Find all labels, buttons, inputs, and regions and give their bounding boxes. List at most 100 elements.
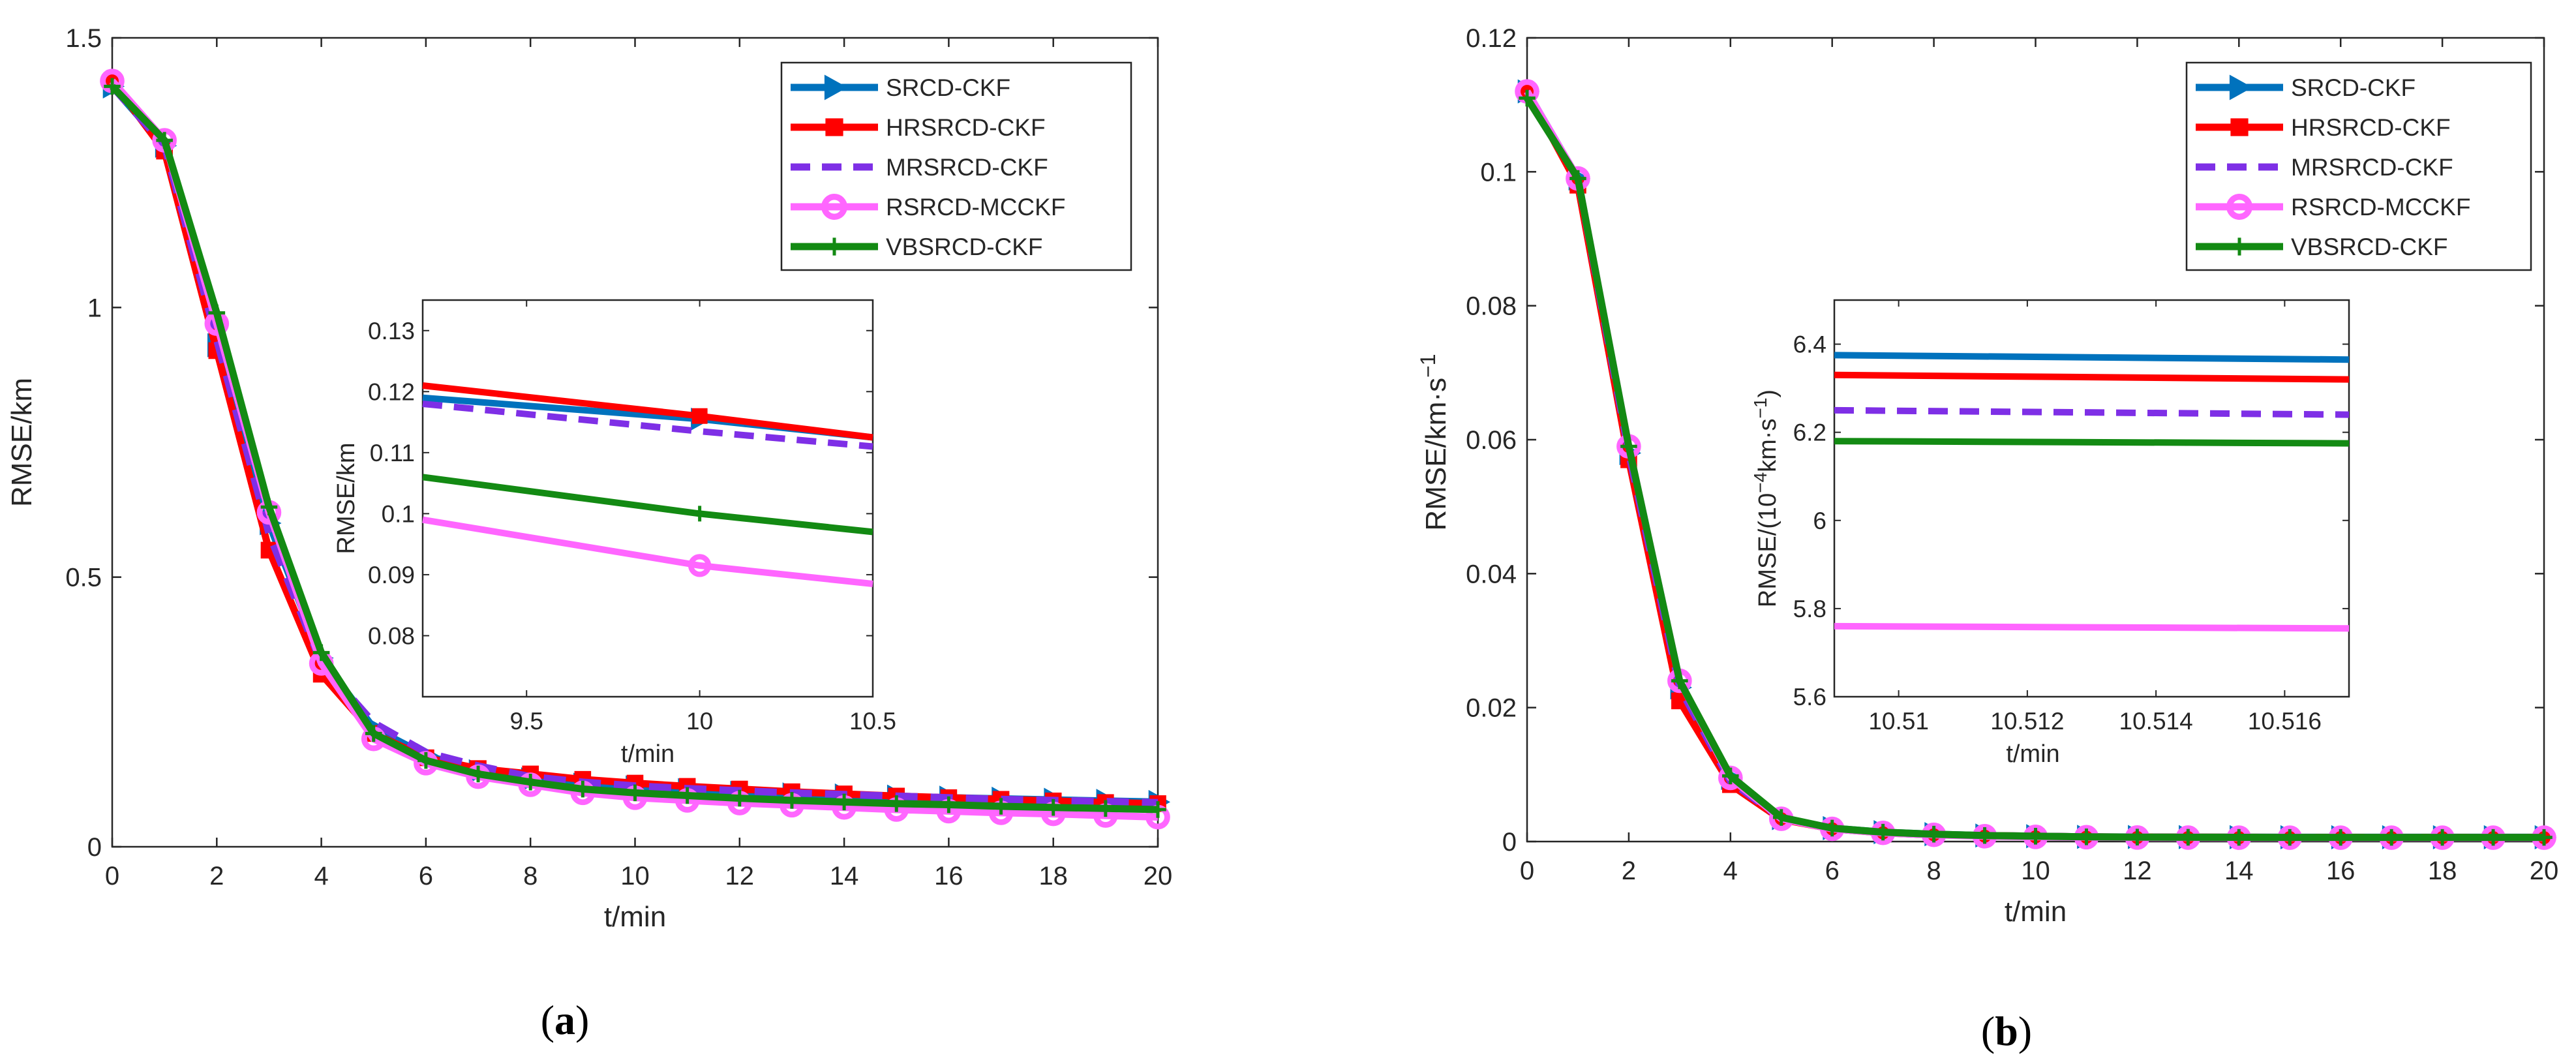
inset-series-line-srcd-ckf xyxy=(1834,352,2350,363)
x-tick-label: 4 xyxy=(314,862,328,890)
inset-series-line-rsrcd-mcckf xyxy=(1834,622,2350,632)
data-point-vbsrcd-ckf xyxy=(1722,767,1739,785)
y-tick-label: 0.12 xyxy=(1466,24,1517,53)
data-point-vbsrcd-ckf xyxy=(888,795,905,812)
legend-label: SRCD-CKF xyxy=(886,74,1010,101)
data-point-vbsrcd-ckf xyxy=(1620,438,1637,455)
data-point-vbsrcd-ckf xyxy=(992,798,1010,815)
inset-data-point-vbsrcd-ckf xyxy=(691,506,708,522)
inset-y-tick-label: 0.13 xyxy=(368,318,415,344)
inset-x-tick-label: 10.51 xyxy=(1868,708,1929,735)
data-point-vbsrcd-ckf xyxy=(731,789,748,807)
legend-label: VBSRCD-CKF xyxy=(2291,234,2448,260)
data-point-vbsrcd-ckf xyxy=(312,644,330,661)
y-tick-label: 0.06 xyxy=(1466,426,1517,455)
y-tick-label: 0.5 xyxy=(65,564,102,592)
data-point-vbsrcd-ckf xyxy=(1149,801,1166,818)
inset-chart: 10.51 10.512 10.514 10.516 5.6 5.8 6 6.2 6.4 t/mi… xyxy=(1750,299,2350,768)
x-tick-label: 8 xyxy=(523,862,538,890)
data-point-vbsrcd-ckf xyxy=(574,780,592,798)
inset-y-tick-label: 5.8 xyxy=(1793,596,1826,622)
legend-marker-vbsrcd-ckf xyxy=(825,237,843,256)
inset-y-axis-label-part: −1 xyxy=(1750,398,1770,419)
x-tick-label: 8 xyxy=(1926,857,1941,885)
panel-b: 0 2 4 6 8 10 12 14 16 18 20 0 0.02 0.04 0.06 0.08 0.1 0.1… xyxy=(1416,24,2558,928)
inset-plot-area xyxy=(421,299,874,698)
legend-marker-rsrcd-mcckf xyxy=(2226,194,2252,220)
y-tick-label: 0.1 xyxy=(1480,158,1517,187)
legend-label: RSRCD-MCCKF xyxy=(2291,194,2470,220)
data-point-vbsrcd-ckf xyxy=(678,787,696,804)
inset-series-line-vbsrcd-ckf xyxy=(1834,438,2350,447)
legend-marker-vbsrcd-ckf xyxy=(2230,237,2249,256)
data-point-vbsrcd-ckf xyxy=(2332,828,2349,846)
data-point-vbsrcd-ckf xyxy=(104,78,121,95)
data-point-vbsrcd-ckf xyxy=(208,304,226,322)
inset-y-tick-label: 6.2 xyxy=(1793,419,1826,446)
x-tick-label: 12 xyxy=(2123,857,2152,885)
inset-chart: 9.5 10 10.5 0.08 0.09 0.1 0.11 0.12 0.13 t/min RMS… xyxy=(333,299,896,768)
y-tick-label: 1.5 xyxy=(65,24,102,53)
inset-x-tick-label: 10.5 xyxy=(849,708,896,735)
inset-y-tick-label: 0.09 xyxy=(368,562,415,588)
inset-series-line-mrsrcd-ckf xyxy=(1834,406,2350,418)
data-point-vbsrcd-ckf xyxy=(1671,672,1688,690)
y-tick-label: 0 xyxy=(87,833,102,862)
data-point-vbsrcd-ckf xyxy=(2536,828,2553,846)
legend-label: MRSRCD-CKF xyxy=(2291,154,2453,181)
inset-y-tick-label: 6.4 xyxy=(1793,331,1826,358)
x-tick-label: 16 xyxy=(2326,857,2356,885)
data-point-vbsrcd-ckf xyxy=(940,796,958,813)
inset-y-axis-label-part: km·s xyxy=(1754,419,1781,472)
x-tick-label: 2 xyxy=(209,862,224,890)
inset-x-axis-label: t/min xyxy=(2006,740,2059,768)
y-tick-label: 0.08 xyxy=(1466,292,1517,321)
inset-data-point-rsrcd-mcckf xyxy=(688,554,712,577)
x-tick-label: 18 xyxy=(1038,862,1068,890)
inset-x-axis-label: t/min xyxy=(621,740,674,768)
x-tick-label: 4 xyxy=(1723,857,1738,885)
data-point-vbsrcd-ckf xyxy=(836,793,853,811)
inset-y-tick-label: 6 xyxy=(1813,508,1826,534)
data-point-vbsrcd-ckf xyxy=(365,725,382,742)
inset-series-line-hrsrcd-ckf xyxy=(1834,371,2350,383)
y-axis-label: RMSE/km·s−1 xyxy=(1416,354,1452,530)
inset-y-tick-label: 0.1 xyxy=(382,500,415,527)
panel-a-caption: (a) xyxy=(541,997,590,1043)
x-axis-label: t/min xyxy=(2005,896,2067,928)
data-point-vbsrcd-ckf xyxy=(2027,827,2044,845)
inset-x-tick-label: 10.514 xyxy=(2119,708,2193,735)
data-point-vbsrcd-ckf xyxy=(2230,828,2248,846)
legend-marker-hrsrcd-ckf xyxy=(2230,118,2249,136)
data-point-vbsrcd-ckf xyxy=(417,752,434,769)
x-axis-label: t/min xyxy=(604,901,666,933)
data-point-vbsrcd-ckf xyxy=(1097,800,1114,817)
inset-y-tick-label: 0.12 xyxy=(368,378,415,405)
inset-y-axis-label: RMSE/km xyxy=(333,443,360,555)
inset-y-tick-label: 0.11 xyxy=(370,440,415,466)
data-point-vbsrcd-ckf xyxy=(2434,828,2451,846)
legend-label: HRSRCD-CKF xyxy=(2291,114,2451,141)
data-point-vbsrcd-ckf xyxy=(1519,89,1536,107)
data-point-vbsrcd-ckf xyxy=(2078,828,2095,845)
data-point-vbsrcd-ckf xyxy=(2179,828,2197,846)
data-point-vbsrcd-ckf xyxy=(1569,170,1586,187)
inset-x-tick-label: 10.512 xyxy=(1990,708,2064,735)
data-point-vbsrcd-ckf xyxy=(1925,825,1943,843)
legend-marker-rsrcd-mcckf xyxy=(821,194,847,220)
panel-a: 0 2 4 6 8 10 12 14 16 18 20 0 0.5 1 1.5 t/min RMSE/km SRC… xyxy=(6,24,1172,933)
panel-b-caption: (b) xyxy=(1981,1008,2032,1054)
inset-x-tick-label: 9.5 xyxy=(510,708,543,735)
data-point-vbsrcd-ckf xyxy=(156,132,173,149)
y-axis-label: RMSE/km xyxy=(6,378,38,507)
data-point-vbsrcd-ckf xyxy=(1772,809,1790,826)
inset-series-line-mrsrcd-ckf xyxy=(422,401,873,450)
x-tick-label: 20 xyxy=(1144,862,1173,890)
inset-x-tick-label: 10.516 xyxy=(2248,708,2322,735)
x-tick-label: 20 xyxy=(2530,857,2559,885)
data-point-vbsrcd-ckf xyxy=(783,792,800,809)
legend-label: MRSRCD-CKF xyxy=(886,154,1048,181)
data-point-vbsrcd-ckf xyxy=(1044,798,1062,816)
legend-marker-srcd-ckf xyxy=(2229,74,2253,100)
x-tick-label: 0 xyxy=(1520,857,1534,885)
